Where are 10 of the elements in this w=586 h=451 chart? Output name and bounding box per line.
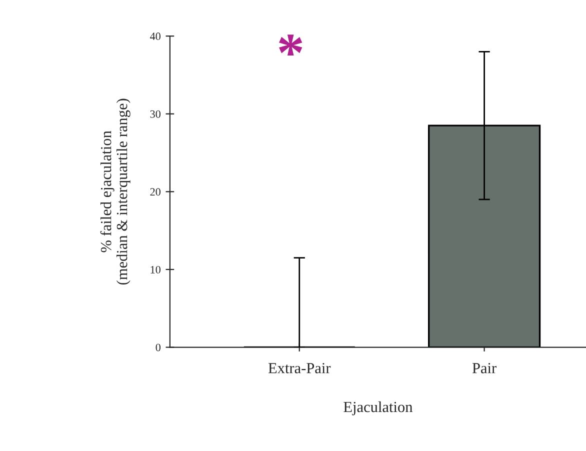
y-axis-title: % failed ejaculation (median & interquartile range) <box>100 98 130 285</box>
annotation: * <box>279 34 302 56</box>
x-tick-label: Pair <box>472 363 496 374</box>
y-tick-label: 20 <box>150 188 160 196</box>
x-tick-label: Extra-Pair <box>268 363 331 374</box>
y-tick-label: 10 <box>150 266 160 274</box>
y-tick-label: 30 <box>150 110 160 118</box>
y-tick-label: 40 <box>150 32 160 40</box>
y-tick-label: 0 <box>156 344 160 352</box>
x-axis-title: Ejaculation <box>344 401 413 416</box>
